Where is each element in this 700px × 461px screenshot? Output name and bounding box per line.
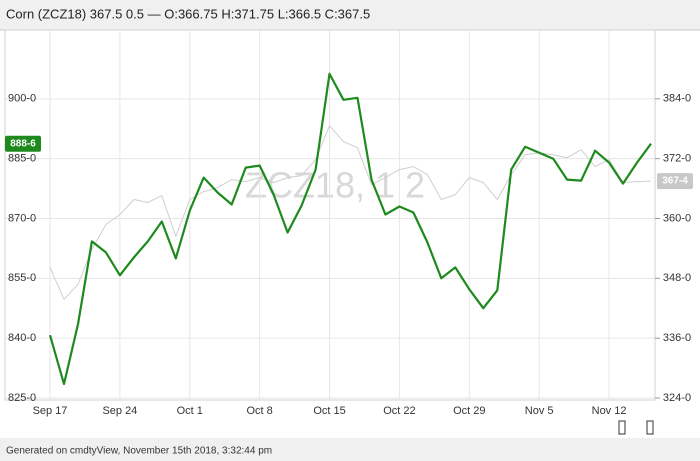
header-bar: [0, 0, 700, 30]
footer: Generated on cmdtyView, November 15th 20…: [6, 446, 272, 457]
scroll-handle[interactable]: [618, 420, 626, 435]
x-tick-label: Oct 8: [247, 405, 273, 417]
series-line: [49, 125, 652, 300]
chart-title: Corn (ZCZ18) 367.5 0.5 — O:366.75 H:371.…: [6, 6, 370, 21]
y-tick-label: 870-0: [8, 212, 36, 224]
y2-tick-label: 348-0: [663, 272, 691, 284]
scroll-handle[interactable]: [646, 420, 654, 435]
y2-tick-label: 324-0: [663, 392, 691, 404]
y2-tick-label: 360-0: [663, 212, 691, 224]
last-value-badge: [5, 135, 41, 152]
x-tick-label: Sep 24: [102, 405, 137, 417]
y2-tick-label: 372-0: [663, 153, 691, 165]
y2-tick-label: 384-0: [663, 93, 691, 105]
y-tick-label: 900-0: [8, 93, 36, 105]
y-tick-label: 855-0: [8, 272, 36, 284]
y-tick-label: 840-0: [8, 332, 36, 344]
footer-bar: [0, 438, 700, 461]
x-tick-label: Oct 15: [313, 405, 345, 417]
grid: [5, 30, 655, 400]
x-tick-label: Oct 1: [177, 405, 203, 417]
x-tick-label: Oct 29: [453, 405, 485, 417]
x-tick-label: Nov 5: [525, 405, 554, 417]
x-tick-label: Sep 17: [33, 405, 68, 417]
y-tick-label: 825-0: [8, 392, 36, 404]
x-tick-label: Oct 22: [383, 405, 415, 417]
last-value-label: 367-4: [662, 176, 688, 187]
x-tick-label: Nov 12: [592, 405, 627, 417]
last-value-badge: [657, 173, 693, 190]
series-line: [48, 72, 652, 386]
y-tick-label: 885-0: [8, 153, 36, 165]
last-value-label: 888-6: [10, 138, 36, 149]
y2-tick-label: 336-0: [663, 332, 691, 344]
